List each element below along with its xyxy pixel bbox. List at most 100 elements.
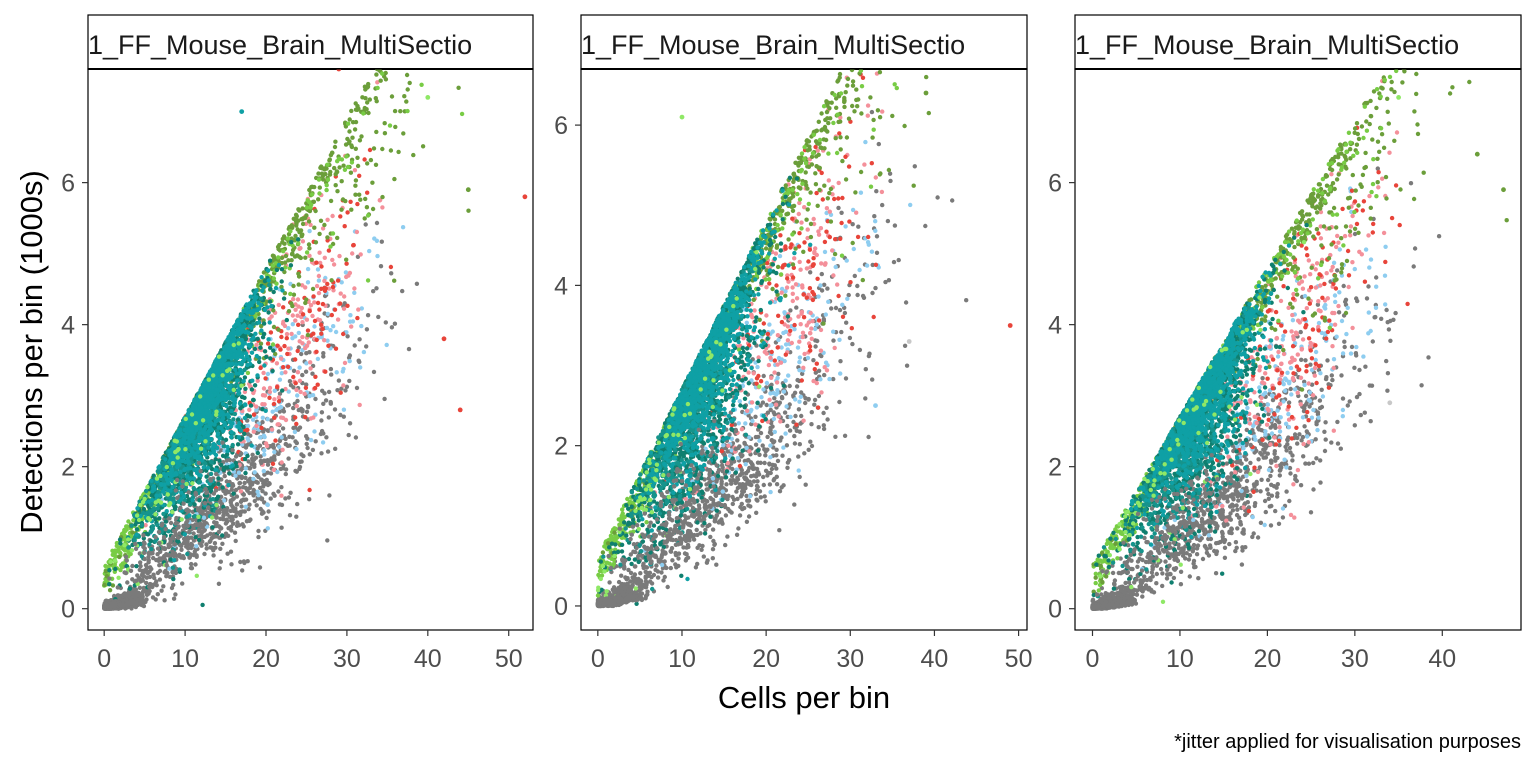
data-point bbox=[260, 288, 265, 293]
data-point bbox=[343, 142, 349, 147]
data-point bbox=[371, 146, 377, 151]
data-point bbox=[204, 542, 209, 547]
data-point bbox=[335, 189, 340, 194]
data-point bbox=[239, 442, 245, 447]
data-point bbox=[246, 479, 251, 484]
data-point bbox=[349, 160, 355, 165]
data-point bbox=[291, 292, 297, 297]
data-point bbox=[267, 385, 273, 391]
data-point bbox=[350, 120, 356, 125]
data-point bbox=[221, 517, 226, 522]
data-point bbox=[324, 325, 330, 331]
data-point bbox=[306, 242, 312, 247]
data-point bbox=[304, 361, 309, 366]
data-point bbox=[177, 567, 182, 572]
data-point bbox=[276, 422, 281, 427]
data-point bbox=[242, 456, 248, 462]
data-point bbox=[242, 431, 247, 436]
data-point bbox=[287, 443, 292, 448]
data-point bbox=[208, 471, 214, 477]
data-point bbox=[173, 471, 178, 476]
data-point bbox=[380, 146, 385, 152]
data-point bbox=[280, 240, 285, 245]
data-point bbox=[374, 129, 379, 135]
data-point bbox=[148, 538, 154, 544]
data-point bbox=[310, 286, 316, 292]
data-point bbox=[255, 307, 260, 313]
data-point bbox=[243, 386, 248, 391]
data-point bbox=[364, 344, 369, 349]
data-point bbox=[345, 164, 351, 170]
data-point bbox=[268, 496, 273, 501]
data-point bbox=[115, 549, 120, 554]
data-point bbox=[357, 138, 363, 143]
data-point bbox=[353, 435, 359, 440]
data-point bbox=[171, 496, 176, 502]
data-point bbox=[326, 286, 332, 291]
data-point bbox=[172, 558, 177, 563]
data-point bbox=[359, 306, 364, 311]
data-point bbox=[304, 205, 310, 210]
data-point bbox=[229, 487, 234, 492]
data-point bbox=[276, 429, 281, 434]
data-point bbox=[446, 3, 450, 7]
data-point bbox=[143, 488, 149, 494]
data-point bbox=[349, 143, 354, 148]
data-point bbox=[271, 491, 276, 496]
data-point bbox=[280, 466, 286, 471]
data-point bbox=[293, 219, 299, 224]
data-point bbox=[250, 452, 255, 457]
data-point bbox=[324, 187, 329, 193]
data-point bbox=[210, 525, 215, 530]
data-point bbox=[255, 450, 260, 456]
data-point bbox=[251, 412, 257, 417]
data-point bbox=[310, 447, 316, 453]
data-point bbox=[268, 345, 273, 350]
data-point bbox=[365, 100, 370, 105]
data-point bbox=[315, 382, 320, 387]
data-point bbox=[329, 150, 335, 155]
data-point bbox=[230, 442, 235, 448]
data-point bbox=[260, 509, 265, 514]
data-point bbox=[233, 362, 239, 367]
data-point bbox=[276, 489, 281, 494]
data-point bbox=[279, 356, 284, 361]
data-point bbox=[336, 378, 342, 383]
data-point bbox=[279, 284, 284, 290]
data-point bbox=[335, 159, 340, 164]
data-point bbox=[293, 307, 298, 312]
data-point bbox=[231, 521, 236, 526]
data-point bbox=[253, 455, 259, 460]
data-point bbox=[222, 473, 227, 479]
data-point bbox=[283, 471, 288, 477]
data-point bbox=[281, 296, 287, 301]
data-point bbox=[251, 300, 256, 305]
data-point bbox=[262, 278, 268, 284]
data-point bbox=[359, 323, 364, 329]
data-point bbox=[357, 402, 362, 408]
data-point bbox=[337, 301, 343, 306]
data-point bbox=[362, 157, 367, 162]
data-point bbox=[251, 476, 256, 482]
data-point bbox=[232, 530, 238, 535]
data-point bbox=[411, 152, 416, 158]
data-point bbox=[375, 85, 380, 91]
data-point bbox=[392, 108, 398, 114]
data-point bbox=[226, 526, 231, 531]
data-point bbox=[259, 323, 264, 329]
data-point bbox=[262, 452, 267, 457]
data-point bbox=[325, 235, 330, 240]
data-point bbox=[328, 244, 333, 249]
data-point bbox=[288, 490, 293, 495]
data-point bbox=[157, 563, 162, 568]
data-point bbox=[343, 388, 348, 393]
data-point bbox=[308, 366, 313, 371]
data-point bbox=[402, 94, 407, 99]
data-point bbox=[371, 289, 376, 294]
data-point bbox=[342, 294, 347, 299]
data-point bbox=[321, 354, 326, 359]
data-point bbox=[342, 224, 347, 229]
data-point bbox=[304, 409, 310, 414]
data-point bbox=[193, 535, 198, 540]
data-point bbox=[320, 301, 326, 307]
